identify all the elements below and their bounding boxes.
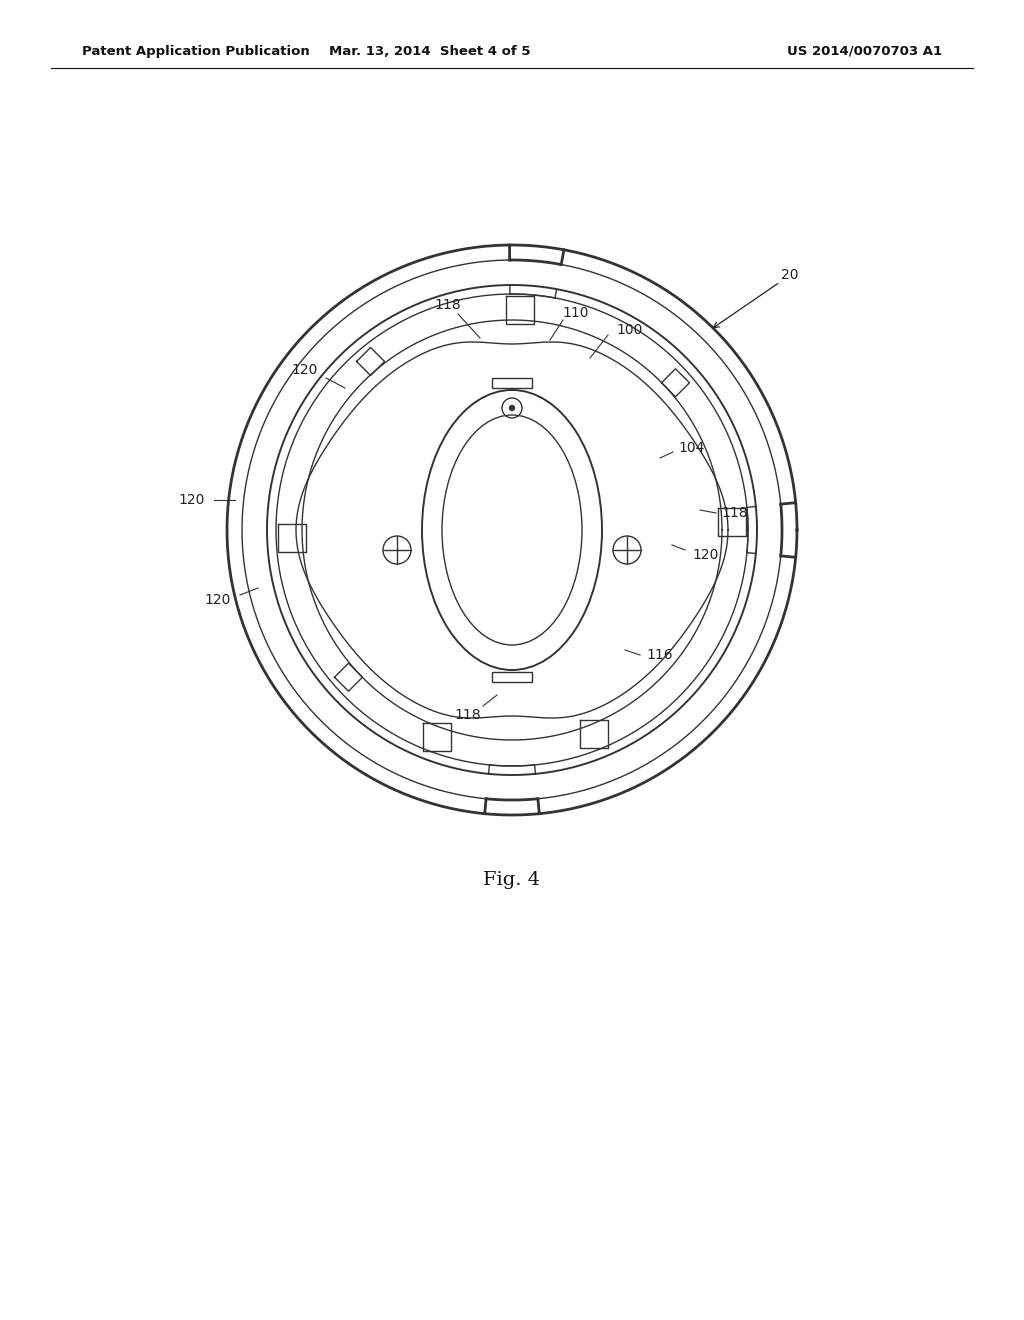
Text: 118: 118 — [434, 298, 462, 312]
Text: 104: 104 — [679, 441, 706, 455]
Text: US 2014/0070703 A1: US 2014/0070703 A1 — [786, 45, 942, 58]
Text: 118: 118 — [455, 708, 481, 722]
Text: 20: 20 — [781, 268, 799, 282]
Text: 110: 110 — [563, 306, 589, 319]
Text: 120: 120 — [292, 363, 318, 378]
Text: Fig. 4: Fig. 4 — [483, 871, 541, 888]
Circle shape — [510, 405, 514, 411]
Bar — [492, 672, 532, 682]
Text: 118: 118 — [722, 506, 749, 520]
Text: 100: 100 — [616, 323, 643, 337]
Text: 120: 120 — [693, 548, 719, 562]
Text: Patent Application Publication: Patent Application Publication — [82, 45, 309, 58]
Text: Mar. 13, 2014  Sheet 4 of 5: Mar. 13, 2014 Sheet 4 of 5 — [330, 45, 530, 58]
Bar — [492, 378, 532, 388]
Text: 120: 120 — [205, 593, 231, 607]
Text: 120: 120 — [179, 492, 205, 507]
Text: 116: 116 — [647, 648, 674, 663]
